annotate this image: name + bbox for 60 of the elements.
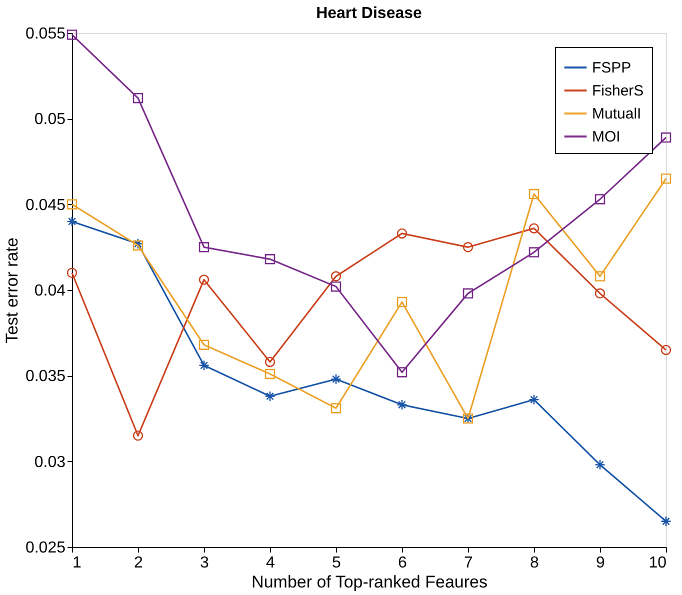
point bbox=[330, 403, 342, 414]
point bbox=[660, 174, 672, 184]
x-tick-label: 10 bbox=[648, 554, 667, 572]
x-tick-label: 7 bbox=[464, 554, 474, 572]
point bbox=[330, 271, 342, 282]
y-tick-label: 0.045 bbox=[25, 196, 66, 214]
y-tick-label: 0.05 bbox=[34, 111, 66, 128]
point bbox=[528, 247, 540, 258]
y-tick-label: 0.03 bbox=[34, 454, 66, 471]
point bbox=[396, 399, 408, 410]
point bbox=[330, 374, 342, 384]
point bbox=[594, 288, 606, 299]
point bbox=[198, 274, 210, 285]
y-tick-label: 0.025 bbox=[25, 540, 66, 556]
x-tick-label: 1 bbox=[72, 554, 82, 572]
point bbox=[198, 360, 210, 371]
point bbox=[264, 356, 276, 368]
point bbox=[264, 368, 276, 380]
legend-label: MutualI bbox=[592, 106, 642, 122]
legend-label: FisherS bbox=[592, 82, 644, 100]
point bbox=[462, 242, 474, 252]
y-tick-label: 0.035 bbox=[25, 368, 66, 386]
x-tick-label: 5 bbox=[332, 554, 342, 572]
point bbox=[198, 242, 210, 252]
point bbox=[132, 430, 144, 441]
point bbox=[594, 271, 606, 282]
point bbox=[66, 199, 78, 210]
legend-label: FSPP bbox=[592, 60, 632, 76]
point bbox=[594, 194, 606, 204]
point bbox=[396, 367, 408, 378]
y-tick-label: 0.04 bbox=[34, 282, 66, 300]
point bbox=[528, 394, 540, 406]
x-tick-label: 3 bbox=[200, 554, 210, 572]
point bbox=[132, 92, 144, 104]
x-tick-label: 2 bbox=[134, 554, 144, 572]
point bbox=[264, 254, 276, 264]
point bbox=[330, 281, 342, 292]
x-tick-label: 4 bbox=[266, 554, 276, 572]
y-axis-title: Test error rate bbox=[2, 238, 22, 344]
point bbox=[264, 390, 276, 402]
chart-title: Heart Disease bbox=[316, 5, 422, 22]
point bbox=[198, 340, 210, 350]
point bbox=[528, 188, 540, 200]
y-tick-label: 0.055 bbox=[25, 26, 66, 42]
point bbox=[66, 30, 78, 40]
point bbox=[462, 288, 474, 299]
point bbox=[660, 516, 672, 527]
x-tick-label: 8 bbox=[530, 554, 540, 572]
x-tick-label: 6 bbox=[398, 554, 408, 572]
point bbox=[396, 296, 408, 308]
point bbox=[660, 344, 672, 356]
x-tick-label: 9 bbox=[596, 554, 606, 572]
point bbox=[396, 228, 408, 239]
point bbox=[528, 223, 540, 234]
x-axis-title: Number of Top-ranked Feaures bbox=[252, 572, 488, 592]
point bbox=[66, 216, 78, 227]
point bbox=[66, 268, 78, 278]
legend-label: MOI bbox=[592, 128, 620, 146]
point bbox=[594, 459, 606, 470]
point bbox=[660, 132, 672, 143]
